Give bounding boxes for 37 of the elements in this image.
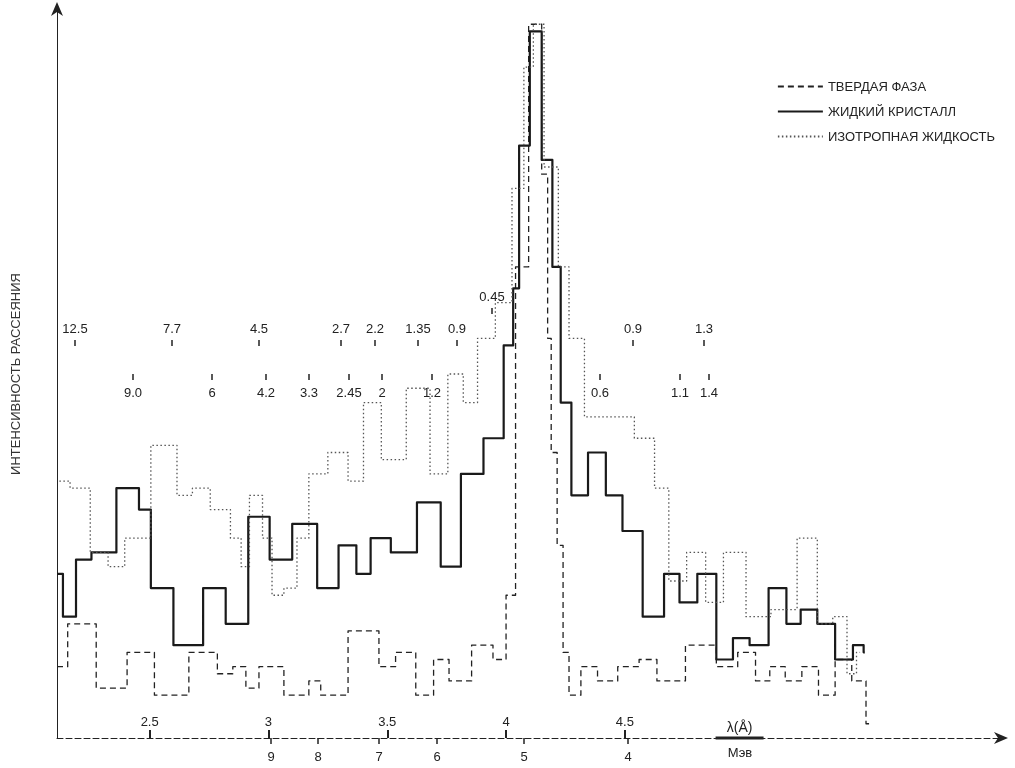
annotation: 0.9 <box>623 320 643 336</box>
annotation: 1.35 <box>405 320 431 336</box>
text: 5 <box>520 748 528 764</box>
x-tick-label: 2.5 <box>140 714 159 729</box>
text: 9 <box>267 748 275 764</box>
x-tick-label: 4 <box>502 714 510 729</box>
annotation: 1.3 <box>694 320 714 336</box>
annotation: 0.6 <box>590 384 610 400</box>
x-tick-label: 3 <box>264 714 273 729</box>
annotation: 3.3 <box>299 384 319 400</box>
legend-label: ЖИДКИЙ КРИСТАЛЛ <box>827 104 956 119</box>
annotation: 2 <box>378 384 386 400</box>
y-axis-title: ИНТЕНСИВНОСТЬ РАССЕЯНИЯ <box>8 273 23 475</box>
text: 4 <box>624 748 632 764</box>
annotation: 2.2 <box>365 320 385 336</box>
annotation: 4.2 <box>256 384 276 400</box>
annotation: 9.0 <box>123 384 143 400</box>
x-tick-label: 3.5 <box>378 714 397 729</box>
text: 6 <box>433 748 441 764</box>
legend-label: ИЗОТРОПНАЯ ЖИДКОСТЬ <box>827 129 995 144</box>
annotation: 1.1 <box>670 384 690 400</box>
annotation: 7.7 <box>162 320 182 336</box>
text: 8 <box>314 748 322 764</box>
legend-label: ТВЕРДАЯ ФАЗА <box>827 79 927 94</box>
text: Мэв <box>727 744 753 760</box>
text: 7 <box>375 748 383 764</box>
annotation: 2.45 <box>336 384 362 400</box>
x-axis-title: λ(Å) <box>726 719 753 735</box>
annotation: 2.7 <box>331 320 351 336</box>
annotation: 6 <box>208 384 216 400</box>
annotation: 12.5 <box>62 320 88 336</box>
annotation: 1.4 <box>699 384 719 400</box>
annotation: 0.9 <box>447 320 467 336</box>
x-tick-label: 4.5 <box>615 714 634 729</box>
annotation: 4.5 <box>249 320 269 336</box>
annotation: 1.2 <box>422 384 442 400</box>
annotation: 0.45 <box>479 288 505 304</box>
